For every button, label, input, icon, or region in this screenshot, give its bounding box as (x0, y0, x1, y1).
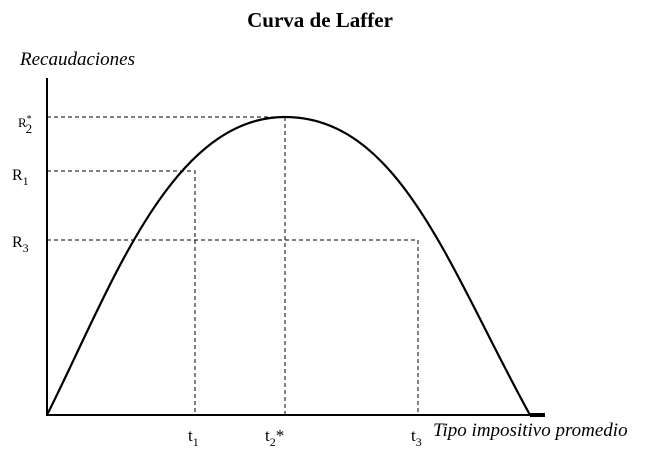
guide-r2-t2 (47, 116, 286, 415)
x-axis-label: Tipo impositivo promedio (433, 420, 628, 441)
x-level-label: t3 (411, 426, 422, 449)
y-level-label: R1 (12, 167, 29, 188)
x-level-label: t1 (188, 426, 199, 449)
guide-r1-t1 (47, 170, 196, 415)
laffer-curve (46, 115, 531, 416)
y-level-label: R3 (12, 234, 29, 255)
title: Curva de Laffer (247, 8, 393, 32)
guide-r3-t3 (47, 239, 419, 415)
y-axis-label: Recaudaciones (19, 49, 135, 70)
x-level-label: t2* (265, 426, 284, 449)
y-level-label: R* 2 (18, 114, 32, 136)
